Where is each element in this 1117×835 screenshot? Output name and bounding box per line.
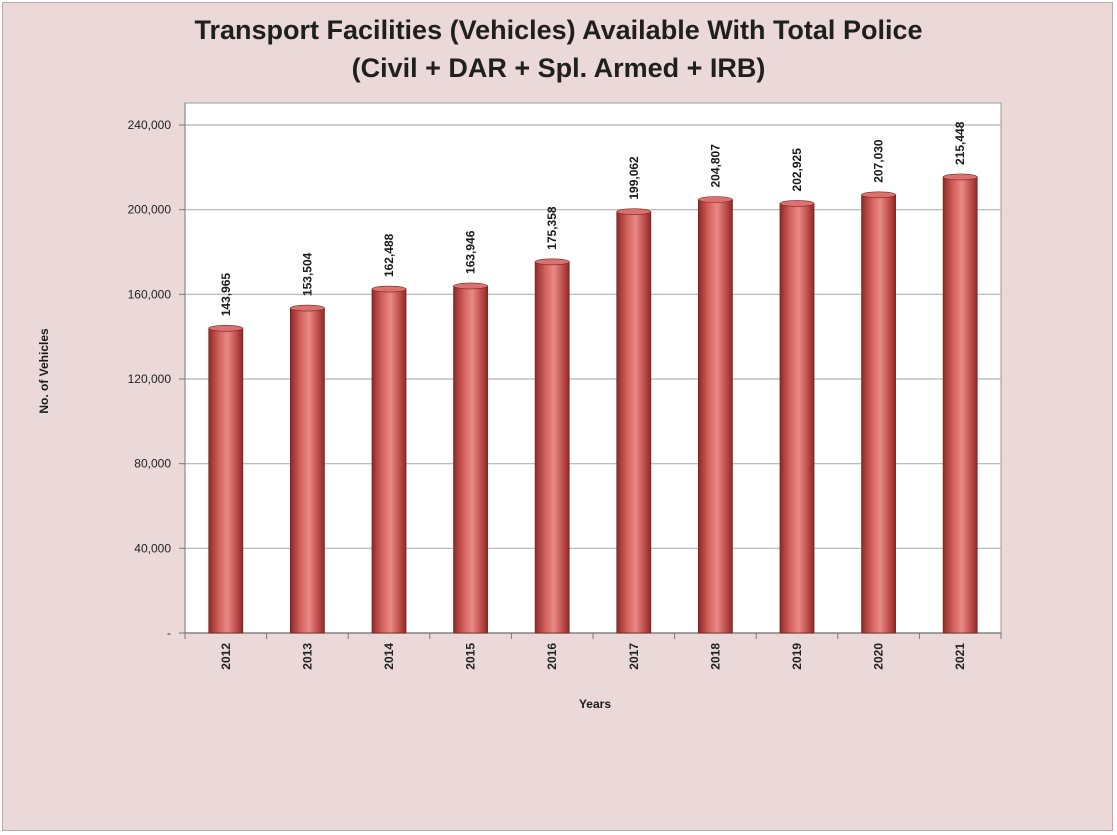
- y-tick-label: 160,000: [128, 287, 172, 301]
- data-label-2017: 199,062: [627, 156, 641, 200]
- bar-chart: 143,965 153,504 162,488 163,946 175,358 199,0…: [37, 102, 1002, 711]
- data-label-2016: 175,358: [545, 206, 559, 250]
- y-tick-label: 240,000: [128, 118, 172, 132]
- bar-top-2019: [779, 200, 815, 207]
- x-tick-label-2015: 2015: [464, 643, 478, 670]
- x-tick-label-2019: 2019: [790, 643, 804, 670]
- x-axis-title: Years: [579, 697, 611, 711]
- bar-top-2017: [616, 208, 652, 215]
- y-axis-title: No. of Vehicles: [37, 328, 51, 414]
- y-tick-label: 40,000: [134, 541, 171, 555]
- chart-title: Transport Facilities (Vehicles) Availabl…: [3, 11, 1114, 87]
- x-tick-label-2016: 2016: [545, 643, 559, 670]
- x-tick-label-2017: 2017: [627, 643, 641, 670]
- data-label-2012: 143,965: [219, 273, 233, 317]
- y-axis-ticks: - 40,000 80,000 120,000 160,000 200,000 240,00…: [128, 118, 185, 640]
- data-label-2013: 153,504: [300, 252, 314, 296]
- y-tick-label: -: [167, 626, 171, 640]
- y-tick-label: 120,000: [128, 372, 172, 386]
- bar-2015: [453, 285, 489, 634]
- x-tick-label-2012: 2012: [219, 643, 233, 670]
- data-label-2014: 162,488: [382, 233, 396, 277]
- bar-2020: [861, 194, 896, 634]
- bar-top-2020: [861, 191, 896, 199]
- data-label-2015: 163,946: [464, 230, 478, 274]
- x-axis-ticks: 2012 2013 2014 2015 2016 2017 2018 2019 2020 2021: [184, 633, 1002, 670]
- x-tick-label-2021: 2021: [953, 643, 967, 670]
- bar-2014: [371, 288, 407, 634]
- bar-top-2014: [371, 285, 407, 293]
- bar-top-2021: [942, 173, 978, 181]
- x-tick-label-2020: 2020: [872, 643, 886, 670]
- data-labels: 143,965 153,504 162,488 163,946 175,358 199,0…: [219, 121, 967, 316]
- bar-top-2016: [534, 258, 570, 266]
- bar-2021: [942, 176, 978, 634]
- data-label-2021: 215,448: [953, 121, 967, 165]
- y-tick-label: 80,000: [134, 457, 171, 471]
- bar-2012: [208, 327, 244, 634]
- bar-2013: [289, 307, 325, 634]
- y-tick-label: 200,000: [128, 203, 172, 217]
- data-label-2019: 202,925: [790, 148, 804, 192]
- data-label-2020: 207,030: [872, 139, 886, 183]
- chart-title-line-2: (Civil + DAR + Spl. Armed + IRB): [351, 53, 766, 83]
- bar-top-2018: [698, 196, 733, 203]
- x-tick-label-2014: 2014: [382, 643, 396, 670]
- bar-2017: [616, 211, 652, 634]
- x-tick-label-2018: 2018: [708, 643, 722, 670]
- bar-top-2015: [453, 282, 488, 290]
- chart-title-line-1: Transport Facilities (Vehicles) Availabl…: [194, 15, 923, 45]
- x-tick-label-2013: 2013: [300, 643, 314, 670]
- bar-2016: [534, 261, 570, 634]
- bar-2018: [698, 199, 733, 634]
- data-label-2018: 204,807: [708, 144, 722, 188]
- bar-top-2012: [208, 324, 244, 332]
- bars: [208, 173, 978, 634]
- bar-top-2013: [290, 304, 325, 312]
- bar-2019: [779, 203, 815, 634]
